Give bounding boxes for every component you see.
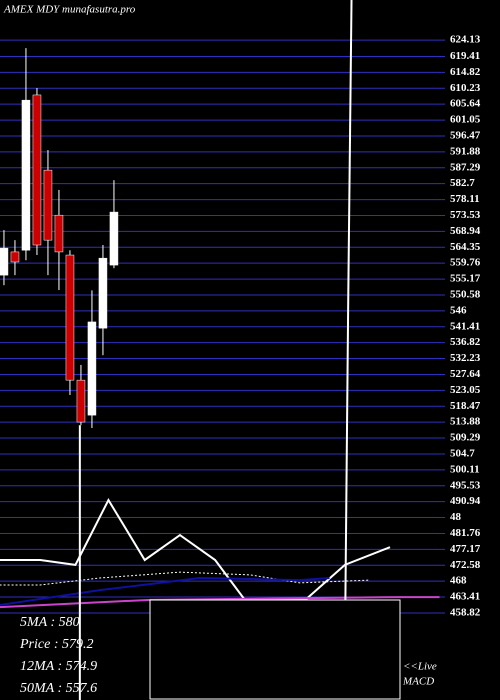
y-tick-label: 619.41 (450, 50, 480, 62)
y-tick-label: 48 (450, 511, 462, 523)
candle-body (21, 99, 31, 251)
y-tick-label: 564.35 (450, 241, 481, 253)
y-tick-label: 527.64 (450, 368, 481, 380)
indicator-line (0, 571, 371, 586)
y-tick-label: 477.17 (450, 543, 481, 555)
y-tick-label: 605.64 (450, 98, 481, 110)
indicator-line (150, 0, 353, 652)
candle-body (109, 211, 119, 266)
y-tick-label: 541.41 (450, 320, 480, 332)
info-label: 5MA : 580 (20, 615, 80, 630)
y-tick-label: 578.11 (450, 193, 480, 205)
y-tick-label: 495.53 (450, 479, 481, 491)
y-tick-label: 582.7 (450, 177, 475, 189)
y-tick-label: 500.11 (450, 463, 480, 475)
y-tick-label: 601.05 (450, 114, 481, 126)
macd-panel (149, 599, 401, 700)
candle-body (54, 214, 64, 253)
y-tick-label: 555.17 (450, 273, 481, 285)
y-tick-label: 614.82 (450, 66, 481, 78)
candle-body (87, 321, 97, 416)
panel-label: MACD (402, 676, 434, 688)
candle-body (10, 251, 20, 263)
y-tick-label: 610.23 (450, 82, 481, 94)
indicator-line (0, 577, 330, 606)
y-tick-label: 591.88 (450, 145, 481, 157)
info-label: Price : 579.2 (19, 637, 93, 652)
indicator-line (0, 497, 391, 601)
y-tick-label: 624.13 (450, 34, 481, 46)
y-tick-label: 509.29 (450, 432, 481, 444)
info-label: 12MA : 574.9 (20, 659, 97, 674)
y-tick-label: 532.23 (450, 352, 481, 364)
y-tick-label: 546 (450, 304, 467, 316)
info-label: 50MA : 557.6 (20, 681, 97, 696)
chart-title: AMEX MDY munafasutra.pro (3, 4, 136, 16)
y-tick-label: 513.88 (450, 416, 481, 428)
y-tick-label: 472.58 (450, 559, 481, 571)
y-tick-label: 550.58 (450, 289, 481, 301)
candle-body (98, 257, 108, 329)
candle-body (43, 169, 53, 241)
indicator-line (0, 596, 440, 609)
y-tick-label: 568.94 (450, 225, 481, 237)
candle-body (0, 247, 9, 276)
candle-body (76, 379, 86, 423)
y-tick-label: 559.76 (450, 257, 481, 269)
candle-body (65, 254, 75, 381)
y-tick-label: 463.41 (450, 591, 480, 603)
y-tick-label: 504.7 (450, 447, 475, 459)
y-tick-label: 587.29 (450, 161, 481, 173)
y-tick-label: 518.47 (450, 400, 481, 412)
y-tick-label: 481.76 (450, 527, 481, 539)
y-tick-label: 458.82 (450, 606, 481, 618)
live-label: <<Live (403, 661, 437, 673)
y-tick-label: 573.53 (450, 209, 481, 221)
y-tick-label: 596.47 (450, 129, 481, 141)
y-tick-label: 490.94 (450, 495, 481, 507)
candle-body (32, 94, 42, 246)
y-tick-label: 468 (450, 575, 467, 587)
y-tick-label: 536.82 (450, 336, 481, 348)
y-tick-label: 523.05 (450, 384, 481, 396)
